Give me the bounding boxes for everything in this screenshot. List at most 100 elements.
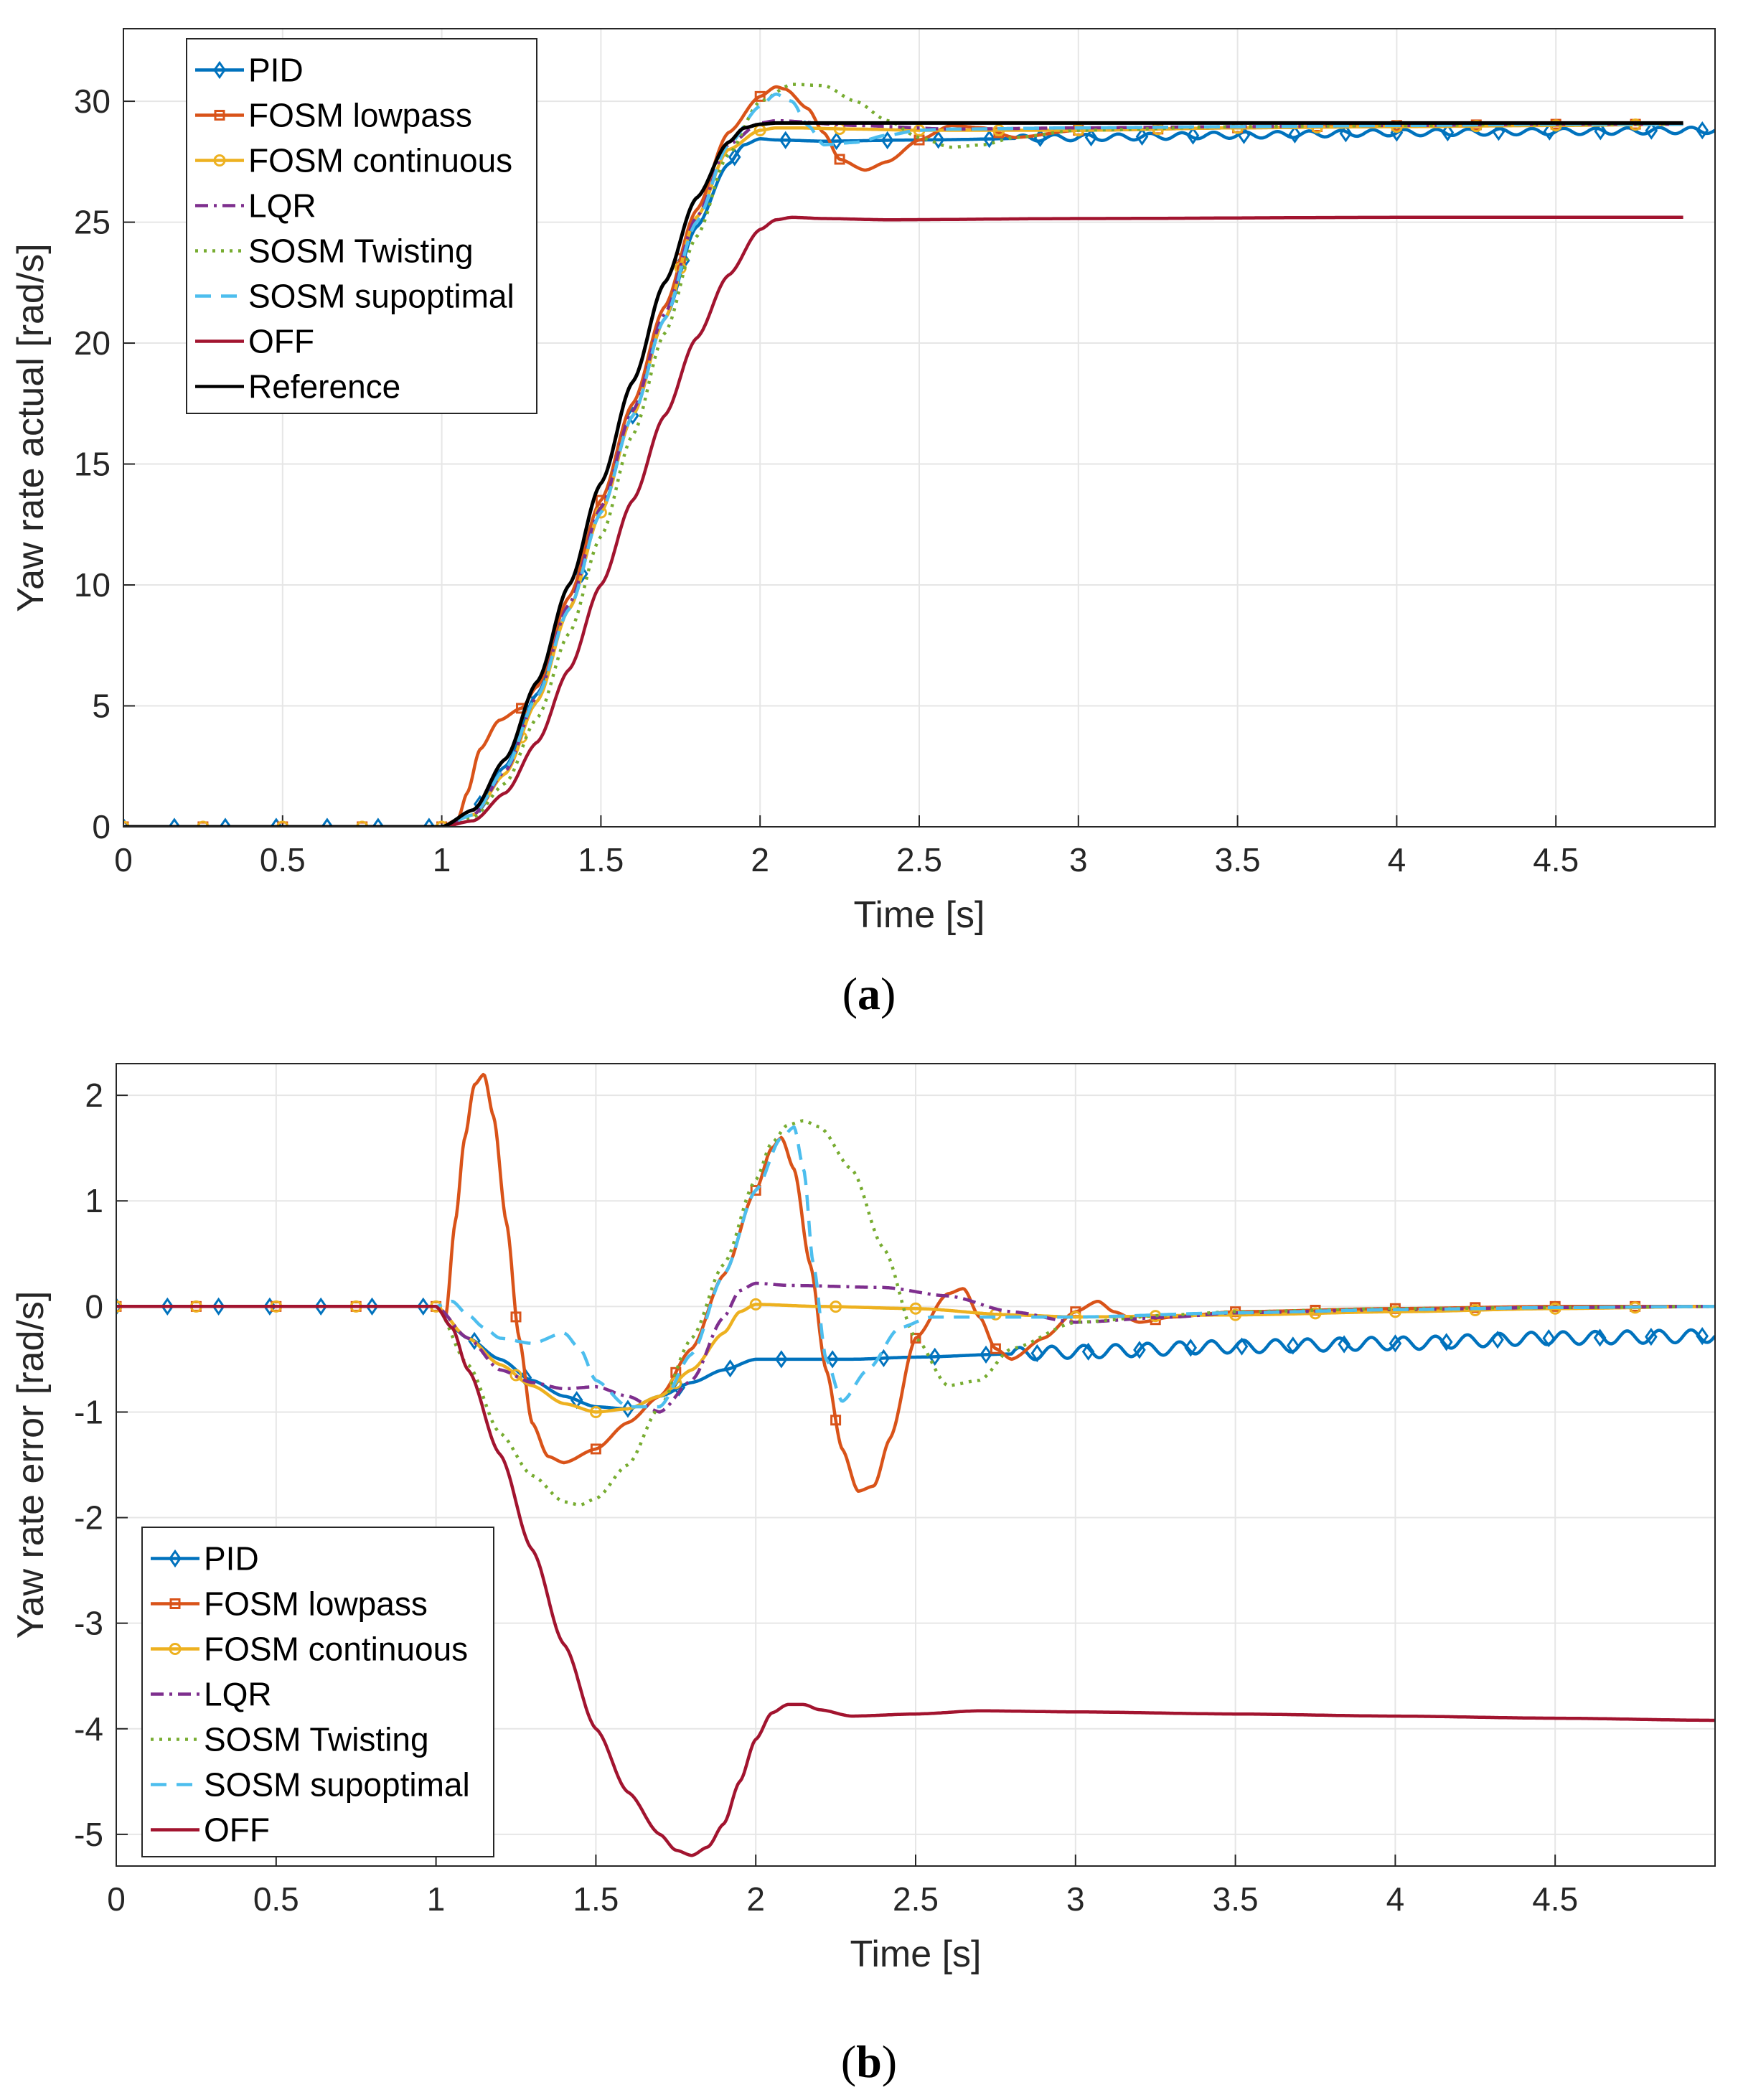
series-marker-fosm_lowpass	[910, 1332, 921, 1344]
y-tick-label: 0	[85, 1288, 103, 1325]
series-marker-pid	[161, 1297, 174, 1316]
series-marker-pid	[1593, 1328, 1607, 1347]
series-marker-fosm_continuous	[589, 1405, 602, 1418]
series-marker-pid	[826, 1350, 839, 1369]
series-line-reference	[123, 121, 1684, 827]
legend-label-pid: PID	[204, 1540, 259, 1578]
x-tick-label: 0.5	[253, 1880, 299, 1918]
legend-label-lqr: LQR	[204, 1676, 272, 1713]
legend-marker-fosm_continuous	[169, 1643, 182, 1655]
caption-a: (a)	[842, 968, 896, 1019]
legend: PID FOSM lowpass FOSM continuous LQR SOSM Tw…	[186, 38, 537, 414]
series-marker-fosm_lowpass	[510, 1311, 522, 1323]
series-marker-pid	[314, 1297, 328, 1316]
y-tick-label: 20	[74, 324, 111, 362]
y-tick-label: -3	[74, 1605, 103, 1642]
series-marker-pid	[982, 129, 996, 149]
legend-label-reference: Reference	[248, 368, 400, 406]
x-tick-label: 2	[751, 841, 769, 878]
series-marker-pid	[1186, 126, 1200, 145]
series-marker-pid	[423, 817, 436, 827]
x-tick-label: 1.5	[573, 1880, 619, 1918]
x-tick-label: 2.5	[893, 1880, 939, 1918]
series-marker-pid	[1492, 123, 1506, 141]
series-marker-fosm_continuous	[276, 820, 289, 827]
series-marker-pid	[1696, 1327, 1709, 1346]
series-marker-pid	[168, 817, 181, 827]
series-marker-pid	[621, 1400, 634, 1418]
x-tick-label: 3.5	[1215, 841, 1261, 878]
legend-marker-pid	[169, 1549, 182, 1568]
chart-panel-a: 0 0.5 1 1.5 2 2.5 3 3.5 4 4.5 0 5 10 15 20 25 30 Time [s]…	[10, 28, 1716, 936]
series-marker-pid	[1645, 1327, 1658, 1346]
legend-box	[186, 38, 537, 414]
series-marker-pid	[728, 148, 741, 167]
legend-marker-fosm_continuous	[213, 154, 226, 167]
x-tick-label: 0.5	[260, 841, 306, 878]
caption-a-letter: a	[858, 968, 880, 1019]
x-tick-label: 1	[427, 1880, 446, 1918]
series-marker-pid	[1441, 123, 1455, 142]
x-tick-label: 3.5	[1213, 1880, 1259, 1918]
series-marker-fosm_continuous	[749, 1298, 762, 1311]
series-marker-fosm_continuous	[1389, 1306, 1401, 1318]
series-marker-pid	[723, 1359, 737, 1378]
y-tick-label: 1	[85, 1182, 103, 1219]
series-marker-pid	[980, 1345, 992, 1364]
axes-box	[116, 1063, 1716, 1867]
series-marker-pid	[830, 131, 843, 151]
caption-b-letter: b	[856, 2036, 882, 2087]
chart-panel-b: 0 0.5 1 1.5 2 2.5 3 3.5 4 4.5 2 1 0 -1 -2 -3 -4 -5 Time [s…	[10, 1063, 1716, 1975]
series-marker-pid	[1286, 1336, 1300, 1355]
series-group	[116, 1072, 1715, 1857]
series-marker-fosm_continuous	[830, 1300, 842, 1313]
y-tick-label: 5	[92, 688, 111, 725]
x-tick-label: 3	[1069, 841, 1088, 878]
series-marker-pid	[1439, 1333, 1453, 1351]
series-marker-pid	[321, 817, 334, 827]
series-marker-pid	[1389, 1334, 1402, 1353]
x-tick-label: 1	[433, 841, 451, 878]
series-marker-pid	[931, 131, 945, 149]
series-marker-fosm_continuous	[1229, 1308, 1242, 1321]
series-marker-pid	[263, 1297, 276, 1316]
series-marker-pid	[1084, 128, 1098, 147]
legend-label-fosm_continuous: FOSM continuous	[248, 142, 512, 179]
legend-label-sosm_twisting: SOSM Twisting	[248, 233, 474, 270]
legend-label-fosm_lowpass: FOSM lowpass	[248, 97, 472, 134]
series-marker-fosm_continuous	[1072, 124, 1085, 137]
series-marker-fosm_continuous	[509, 1369, 522, 1382]
legend-marker-fosm_lowpass	[169, 1598, 181, 1609]
x-tick-label: 4.5	[1532, 1880, 1578, 1918]
series-marker-pid	[775, 1350, 788, 1369]
series-marker-pid	[1288, 125, 1302, 144]
series-marker-fosm_lowpass	[750, 1185, 761, 1196]
series-marker-pid	[416, 1297, 430, 1316]
y-tick-label: -4	[74, 1710, 103, 1748]
series-marker-pid	[1594, 122, 1607, 141]
series-marker-fosm_continuous	[197, 820, 210, 827]
legend-marker-fosm_lowpass	[214, 110, 225, 121]
series-marker-pid	[1696, 121, 1709, 140]
series-group	[123, 83, 1715, 827]
series-marker-fosm_lowpass	[990, 1343, 1001, 1354]
legend-label-sosm_supoptimal: SOSM supoptimal	[248, 278, 515, 315]
x-tick-label: 4	[1388, 841, 1406, 878]
series-marker-pid	[219, 817, 232, 827]
legend-label-sosm_supoptimal: SOSM supoptimal	[204, 1766, 470, 1804]
series-marker-fosm_lowpass	[754, 90, 766, 102]
y-tick-label: 15	[74, 446, 111, 483]
legend-marker-pid	[213, 60, 226, 80]
series-marker-pid	[212, 1297, 225, 1316]
series-marker-fosm_continuous	[1309, 1307, 1322, 1320]
series-marker-pid	[1542, 1328, 1556, 1348]
series-marker-pid	[1184, 1339, 1198, 1357]
series-marker-fosm_continuous	[436, 820, 448, 827]
series-marker-pid	[365, 1297, 379, 1316]
series-marker-pid	[1081, 1342, 1095, 1361]
y-tick-label: -2	[74, 1499, 103, 1537]
series-marker-pid	[270, 817, 283, 827]
axes-box	[123, 28, 1716, 828]
series-marker-fosm_continuous	[992, 124, 1005, 137]
